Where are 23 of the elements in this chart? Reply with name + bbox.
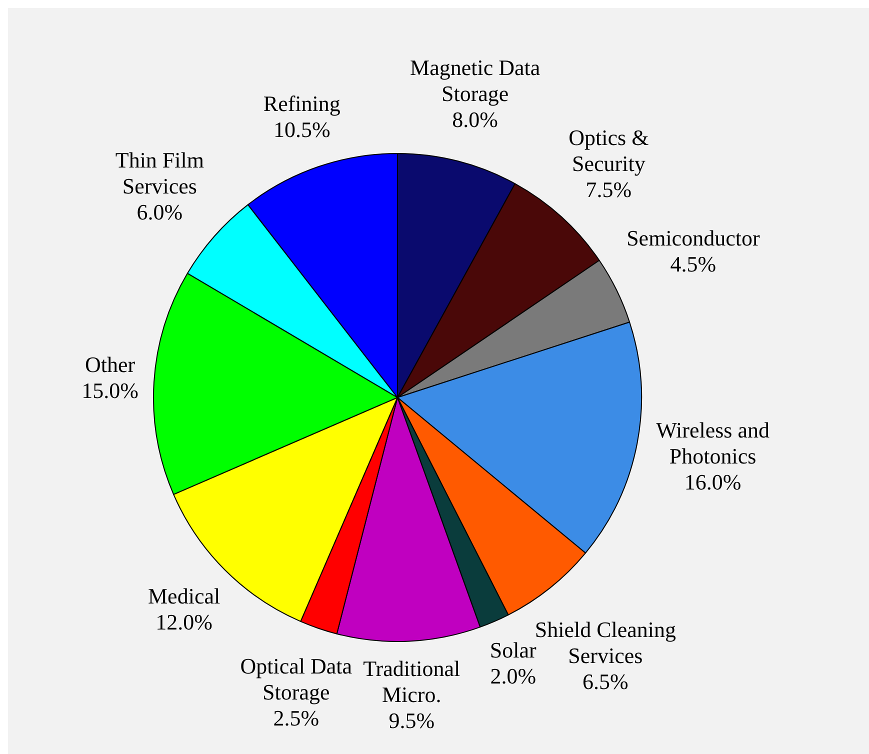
slice-label: Refining xyxy=(263,91,340,116)
data-label: 7.5% xyxy=(586,177,632,202)
data-label: 12.0% xyxy=(156,610,212,635)
slice-label: Medical xyxy=(148,584,220,609)
slice-label: Optics & Security xyxy=(568,125,649,176)
data-label: 8.0% xyxy=(452,107,498,132)
data-label: 4.5% xyxy=(670,251,716,276)
data-label: 6.0% xyxy=(136,200,183,225)
slice-label: Semiconductor xyxy=(626,225,760,250)
data-label: 2.5% xyxy=(273,705,320,730)
data-label: 10.5% xyxy=(274,117,330,142)
slice-label: Solar xyxy=(490,637,537,662)
data-label: 16.0% xyxy=(684,469,742,494)
data-label: 6.5% xyxy=(582,668,628,694)
slice-label: Magnetic Data Storage xyxy=(410,55,540,106)
data-label: 15.0% xyxy=(82,378,138,404)
slice-label: Other xyxy=(85,352,136,378)
slice-label: Traditional Micro. xyxy=(363,656,460,708)
data-label: 9.5% xyxy=(388,708,435,734)
slice-label: Optical Data Storage xyxy=(240,653,352,704)
slice-label: Wireless and Photonics xyxy=(656,417,770,468)
slice-label: Thin Film Services xyxy=(115,148,204,199)
data-label: 2.0% xyxy=(490,663,536,688)
